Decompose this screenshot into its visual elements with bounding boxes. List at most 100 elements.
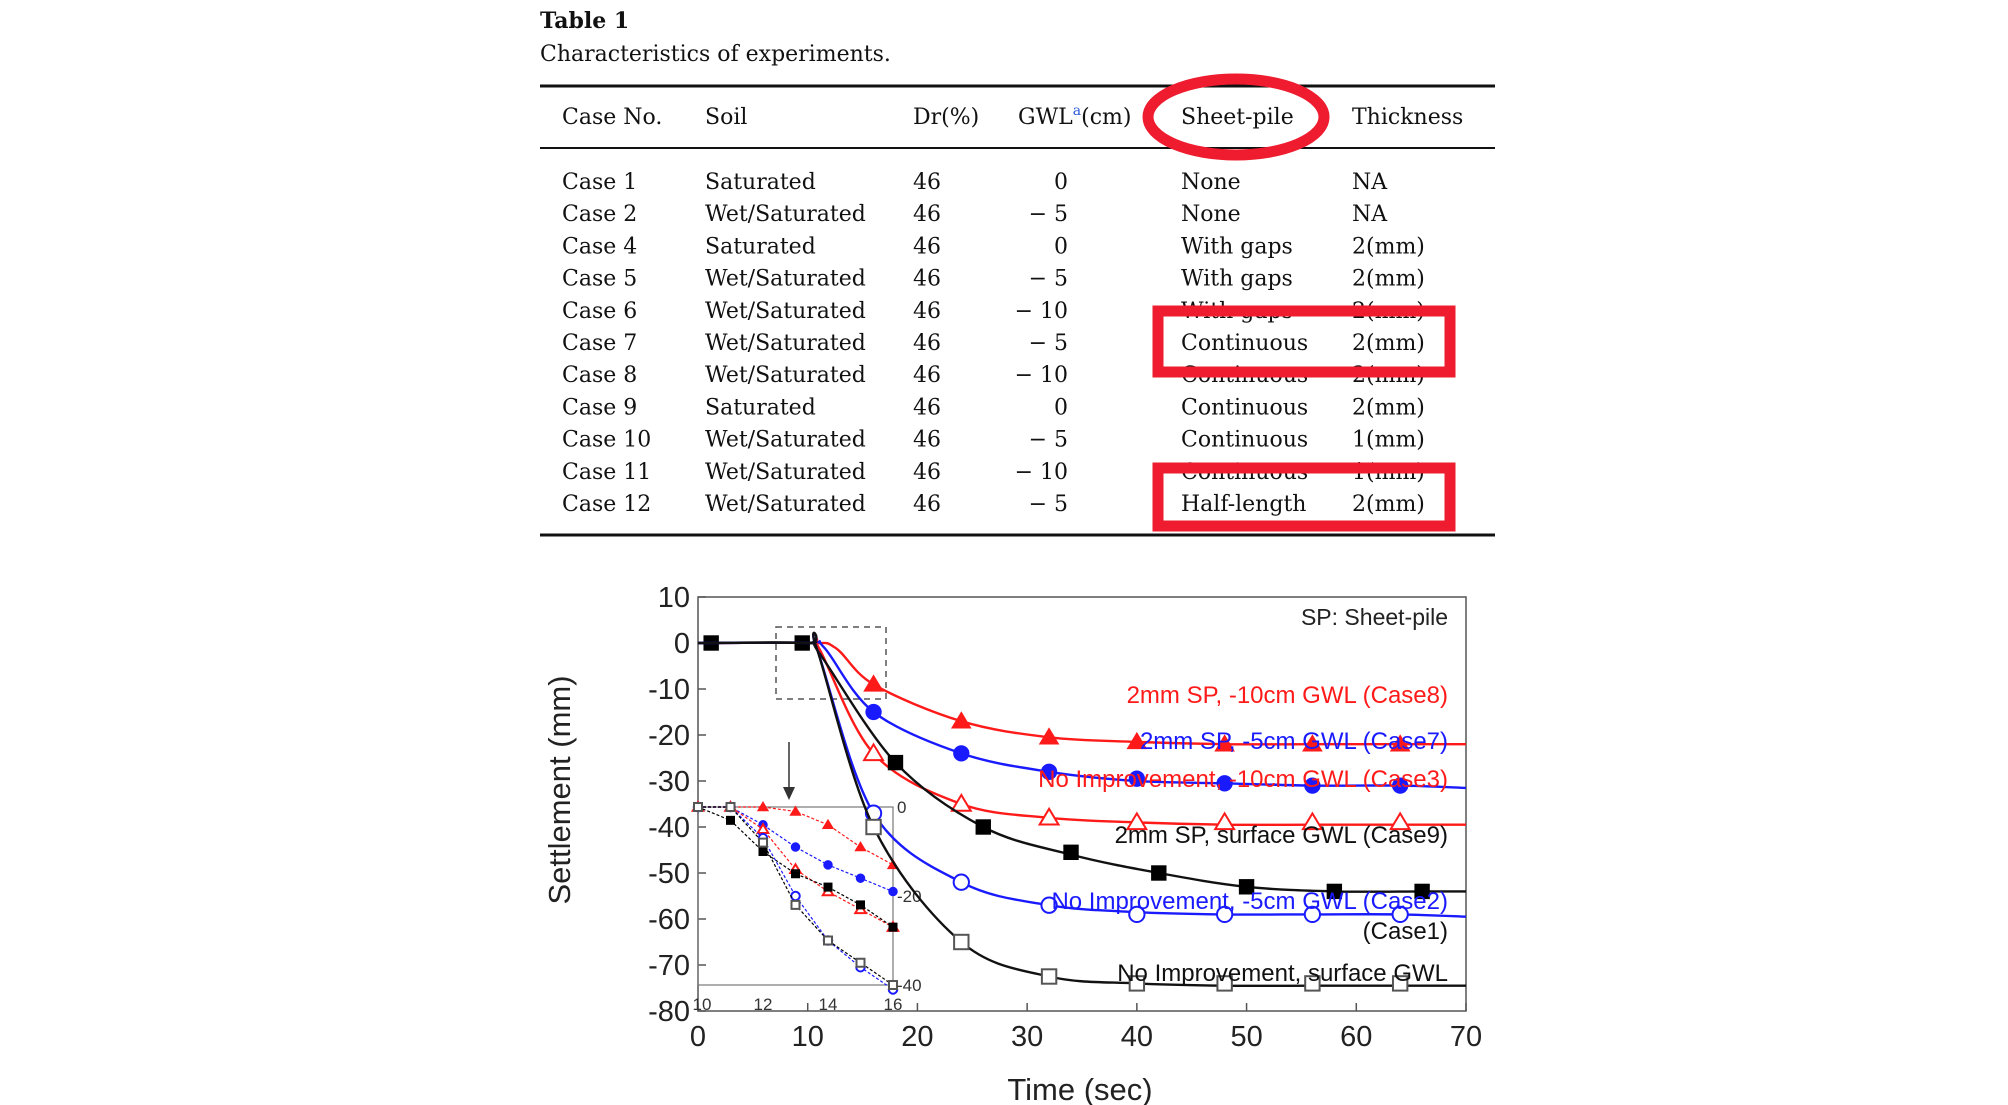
data-point-square	[888, 980, 898, 990]
table-cell: 1(mm)	[1352, 428, 1425, 453]
table-header-cell: Sheet-pile	[1181, 105, 1294, 130]
data-point-square	[888, 922, 898, 932]
data-point-circle	[1216, 775, 1233, 792]
settlement-chart: 0 10 20 30 40 50 60 70 10 0 -10 -20 -30 -40 -50 -60 -70 -…	[542, 582, 1482, 1105]
table-row: Case 7 Wet/Saturated 46 − 5 Continuous 2(mm)	[562, 331, 1425, 356]
inset-y-tick-label: 0	[897, 798, 906, 817]
table-cell: − 5	[1029, 492, 1068, 517]
table-cell: Case 9	[562, 395, 637, 420]
inset-series-5	[693, 802, 898, 990]
x-tick-label: 60	[1340, 1021, 1372, 1053]
data-point-triangle	[1302, 734, 1323, 752]
table-cell: 2(mm)	[1352, 234, 1425, 259]
data-point-square	[887, 754, 904, 771]
table-cell: Case 12	[562, 492, 651, 517]
table-cell: Wet/Saturated	[705, 460, 866, 485]
table-cell: Wet/Saturated	[705, 363, 866, 388]
x-tick-label: 50	[1230, 1021, 1262, 1053]
table-cell: Wet/Saturated	[705, 299, 866, 324]
table-cell: Saturated	[705, 170, 816, 195]
data-point-triangle	[863, 674, 884, 692]
x-tick-label: 0	[690, 1021, 706, 1053]
data-point-triangle	[950, 793, 973, 812]
data-point-square	[758, 837, 768, 848]
table-cell: NA	[1352, 202, 1388, 227]
sheet-pile-circle-highlight	[1142, 73, 1330, 161]
series-label: 2mm SP, -10cm GWL (Case8)	[1127, 682, 1448, 709]
case12-box-highlight	[1152, 462, 1456, 532]
table-cell: 2(mm)	[1352, 267, 1425, 292]
table-cell: Continuous	[1181, 428, 1308, 453]
table-cell: Wet/Saturated	[705, 428, 866, 453]
data-point-circle	[1040, 896, 1058, 914]
table-row: Case 12 Wet/Saturated 46 − 5 Half-length 2(mm…	[562, 492, 1425, 517]
table-cell: NA	[1352, 170, 1388, 195]
data-point-circle	[1392, 777, 1409, 794]
data-point-square	[856, 900, 865, 910]
data-point-triangle	[1213, 811, 1236, 831]
table-cell: Case 1	[562, 170, 637, 195]
data-point-square	[855, 957, 866, 968]
table-label: Table 1	[540, 8, 629, 34]
series-label: 2mm SP, -5cm GWL (Case7)	[1140, 728, 1448, 755]
table-cell: Saturated	[705, 234, 816, 259]
table-row: Case 1 Saturated 46 0 None NA	[562, 170, 1388, 195]
table-cell: − 10	[1015, 460, 1068, 485]
data-point-triangle	[1301, 811, 1324, 831]
data-point-square	[1063, 844, 1079, 860]
table-row: Case 9 Saturated 46 0 Continuous 2(mm)	[562, 395, 1425, 420]
inset-x-tick-label: 16	[884, 995, 903, 1014]
data-point-square	[791, 869, 800, 879]
data-point-square	[865, 818, 882, 836]
table-cell: 46	[913, 363, 941, 388]
series-1	[697, 640, 1467, 794]
table-row: Case 2 Wet/Saturated 46 − 5 None NA	[562, 202, 1388, 227]
series-label: No Improvement, surface GWL	[1117, 960, 1448, 987]
table-cell: 46	[913, 299, 941, 324]
series-0	[697, 641, 1466, 752]
data-point-triangle	[862, 742, 885, 762]
table-cell: 0	[1054, 234, 1068, 259]
data-point-square	[725, 802, 736, 812]
x-axis-label: Time (sec)	[1007, 1072, 1152, 1105]
table-header-cell: GWLa(cm)	[1018, 103, 1132, 130]
data-point-square	[823, 935, 833, 946]
data-point-triangle	[1125, 811, 1149, 831]
table-cell: − 5	[1029, 267, 1068, 292]
table-cell: Continuous	[1181, 395, 1308, 420]
table-cell: − 5	[1029, 202, 1068, 227]
data-point-square	[1216, 975, 1233, 992]
y-tick-label: -20	[648, 720, 690, 752]
series-label: No Improvement, -5cm GWL (Case2)	[1051, 888, 1448, 915]
table-cell: 0	[1054, 170, 1068, 195]
table-cell: − 10	[1015, 363, 1068, 388]
gwl-superscript: a	[1073, 103, 1081, 119]
table-cell: Case 5	[562, 267, 637, 292]
series-label: (Case1)	[1363, 918, 1448, 945]
data-point-square	[1326, 883, 1343, 900]
table-cell: Wet/Saturated	[705, 267, 866, 292]
table-cell: 46	[913, 202, 941, 227]
table-header-cell: Soil	[705, 105, 747, 130]
data-point-triangle	[1214, 734, 1235, 752]
table-cell: 0	[1054, 395, 1068, 420]
table-cell: 46	[913, 492, 941, 517]
table-cell: 2(mm)	[1352, 395, 1425, 420]
data-point-circle	[823, 860, 833, 870]
table-row: Case 4 Saturated 46 0 With gaps 2(mm)	[562, 234, 1425, 259]
table-cell: 46	[913, 395, 941, 420]
table-cell: None	[1181, 202, 1241, 227]
data-point-circle	[888, 886, 898, 897]
x-tick-label: 70	[1450, 1021, 1482, 1053]
data-point-triangle	[1126, 731, 1148, 750]
data-point-square	[790, 899, 801, 910]
table-cell: Wet/Saturated	[705, 492, 866, 517]
y-tick-label: -10	[648, 674, 690, 706]
data-point-circle	[855, 873, 866, 883]
data-point-triangle	[1038, 727, 1060, 745]
case7-box-highlight	[1152, 305, 1456, 378]
data-point-circle	[1303, 905, 1322, 924]
table-header-cell: Thickness	[1352, 105, 1463, 130]
data-point-square	[953, 933, 970, 951]
